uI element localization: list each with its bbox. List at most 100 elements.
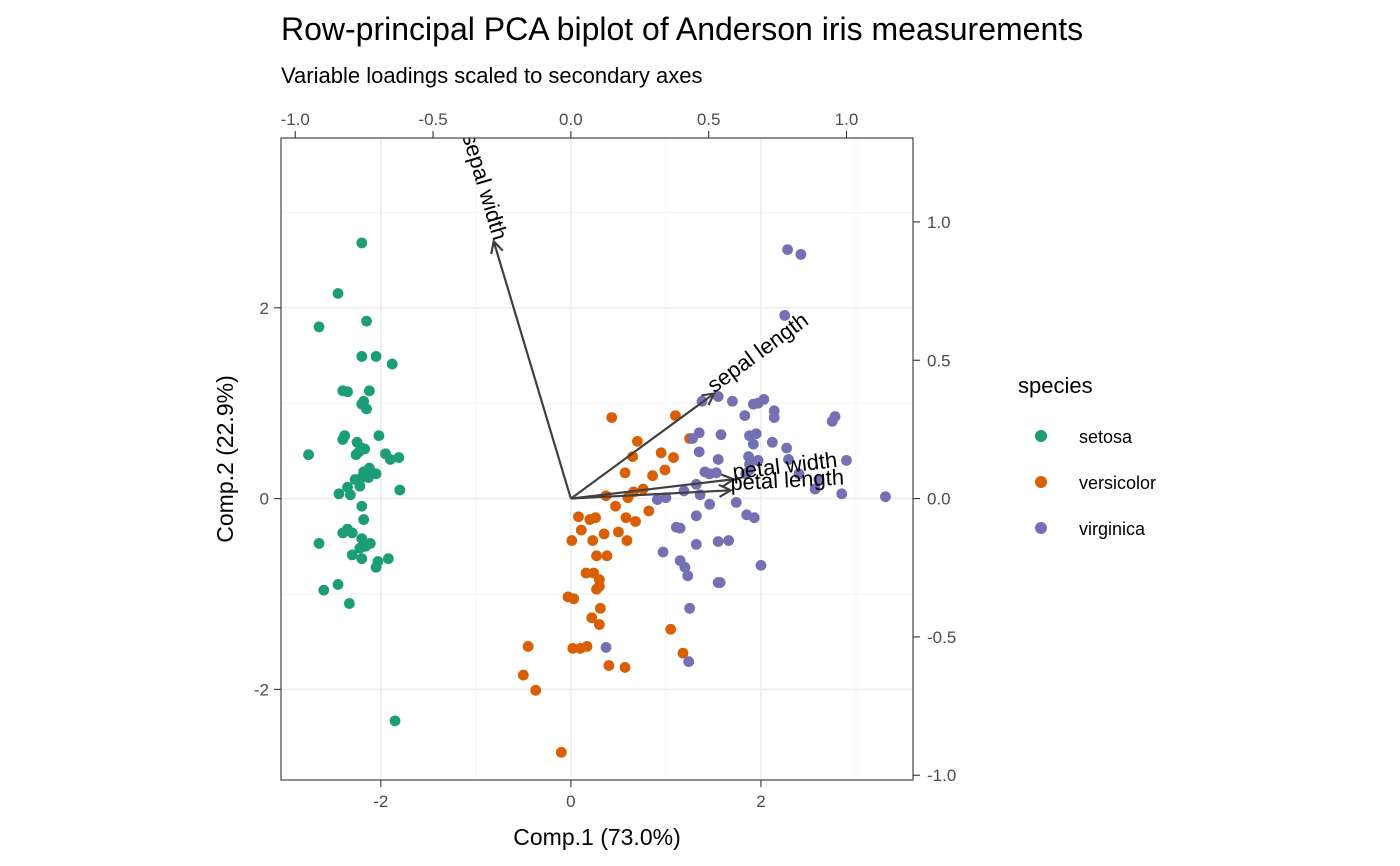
point-virginica [747, 398, 759, 410]
right-y-tick-label: 1.0 [927, 213, 951, 232]
point-versicolor [665, 623, 677, 635]
point-virginica [783, 454, 794, 465]
point-virginica [704, 498, 716, 510]
point-virginica [841, 455, 852, 466]
point-virginica [693, 446, 705, 458]
point-virginica [684, 602, 696, 614]
point-setosa [356, 553, 368, 565]
legend-title: species [1018, 373, 1093, 398]
point-versicolor [612, 526, 624, 538]
point-setosa [373, 430, 385, 442]
point-setosa [350, 449, 362, 461]
plot-panel-border [280, 137, 914, 781]
point-versicolor [643, 505, 655, 517]
point-virginica [687, 433, 698, 444]
legend: species setosa versicolor virginica [1018, 373, 1156, 539]
point-versicolor [668, 452, 679, 463]
point-virginica [710, 467, 722, 479]
point-versicolor [555, 746, 567, 758]
point-versicolor [522, 641, 534, 652]
point-versicolor [603, 660, 615, 671]
point-virginica [809, 483, 821, 495]
point-setosa [356, 237, 368, 249]
right-y-tick-label: -1.0 [927, 766, 956, 785]
legend-label-setosa: setosa [1079, 427, 1133, 447]
right-y-tick-label: -0.5 [927, 628, 956, 647]
legend-key-versicolor [1035, 476, 1047, 488]
point-versicolor [587, 535, 599, 546]
point-versicolor [574, 642, 586, 654]
y-tick-label: 0 [260, 490, 269, 509]
point-virginica [712, 536, 724, 547]
point-virginica [747, 438, 759, 450]
point-versicolor [530, 684, 542, 696]
point-versicolor [591, 550, 602, 562]
point-versicolor [591, 583, 602, 595]
point-versicolor [655, 447, 667, 459]
chart-title: Row-principal PCA biplot of Anderson iri… [281, 11, 1083, 47]
point-virginica [660, 492, 672, 504]
x-tick-label: 2 [756, 792, 765, 811]
point-versicolor [659, 464, 671, 476]
point-versicolor [621, 535, 633, 546]
point-virginica [712, 454, 724, 465]
point-virginica [795, 248, 807, 260]
point-virginica [690, 510, 702, 522]
point-versicolor [590, 512, 601, 524]
legend-label-virginica: virginica [1079, 519, 1146, 539]
point-virginica [651, 494, 663, 505]
point-setosa [318, 584, 330, 596]
loading-label-sepal-width: sepal width [457, 130, 513, 243]
point-setosa [344, 598, 355, 609]
top-x-tick-label: 0.0 [559, 110, 583, 129]
point-virginica [739, 410, 751, 421]
point-versicolor [586, 612, 598, 624]
loading-label-sepal-length: sepal length [702, 307, 812, 397]
point-versicolor [566, 535, 578, 546]
x-tick-label: 0 [566, 792, 575, 811]
right-y-tick-label: 0.5 [927, 351, 951, 370]
point-setosa [386, 358, 398, 370]
point-virginica [690, 538, 702, 550]
point-virginica [715, 429, 727, 441]
point-setosa [313, 538, 325, 549]
point-setosa [382, 553, 394, 565]
point-virginica [758, 393, 770, 405]
point-versicolor [647, 470, 658, 482]
point-versicolor [620, 512, 632, 524]
point-versicolor [631, 435, 643, 447]
point-setosa [389, 715, 401, 727]
point-versicolor [580, 567, 592, 579]
x-tick-label: -2 [373, 792, 388, 811]
axes: -2 0 2 -2 0 2 -1.0 -0.5 0.0 0.5 1.0 -1.0 -0.5 0.0 0.5 1… [254, 110, 956, 811]
y-tick-label: -2 [254, 680, 269, 699]
point-virginica [723, 535, 735, 546]
point-virginica [752, 455, 764, 466]
loading-arrow-sepal-length [570, 392, 715, 500]
top-x-tick-label: 0.5 [697, 110, 721, 129]
point-versicolor [573, 511, 584, 523]
legend-key-virginica [1035, 522, 1047, 534]
point-versicolor [567, 642, 579, 654]
point-virginica [712, 391, 724, 402]
point-setosa [358, 514, 370, 525]
point-virginica [813, 474, 825, 485]
point-setosa [354, 480, 366, 492]
point-setosa [354, 542, 366, 554]
chart-subtitle: Variable loadings scaled to secondary ax… [281, 63, 703, 88]
point-virginica [727, 395, 738, 407]
point-setosa [346, 527, 358, 539]
point-virginica [682, 570, 694, 582]
point-setosa [394, 484, 406, 496]
point-virginica [766, 436, 778, 448]
point-versicolor [568, 593, 580, 605]
point-versicolor [619, 467, 631, 479]
point-virginica [836, 488, 848, 500]
point-versicolor [593, 619, 605, 630]
point-setosa [361, 403, 372, 415]
point-virginica [829, 411, 841, 422]
point-virginica [779, 310, 791, 321]
point-versicolor [619, 662, 631, 673]
point-setosa [342, 386, 353, 398]
